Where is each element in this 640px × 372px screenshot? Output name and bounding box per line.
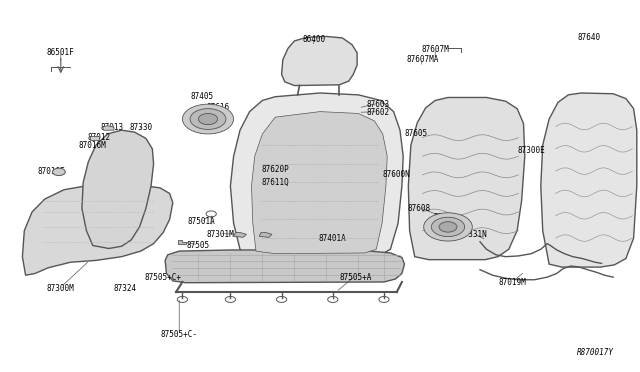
Circle shape [431,217,465,237]
Circle shape [190,109,226,129]
Text: 87331N: 87331N [460,230,488,239]
Text: 87603: 87603 [366,100,389,109]
Circle shape [182,104,234,134]
Text: 87505+C-: 87505+C- [161,330,198,339]
Text: 87505+C+: 87505+C+ [145,273,182,282]
Polygon shape [282,36,357,86]
Text: 86501F: 86501F [47,48,75,57]
Text: 86400: 86400 [302,35,325,44]
Text: 87640: 87640 [577,33,600,42]
Text: 87013: 87013 [100,123,124,132]
Text: 87012: 87012 [88,133,111,142]
Text: 87607MA: 87607MA [406,55,438,64]
Text: 87611Q: 87611Q [261,178,289,187]
Text: 87505: 87505 [187,241,210,250]
Text: 87607M: 87607M [421,45,449,54]
Text: 87300M: 87300M [47,284,75,293]
Text: 87330: 87330 [129,123,152,132]
Circle shape [52,168,65,176]
Polygon shape [22,185,173,275]
Text: 87605: 87605 [404,129,428,138]
Text: 87016M: 87016M [79,141,107,150]
Text: 87010E: 87010E [37,167,65,176]
Polygon shape [178,240,186,244]
Polygon shape [259,232,272,237]
Text: 87019M: 87019M [498,278,526,287]
Polygon shape [408,97,525,260]
Text: 87501A: 87501A [188,217,216,226]
Text: R870017Y: R870017Y [577,348,614,357]
Polygon shape [82,130,154,248]
Polygon shape [234,232,246,237]
Text: 87602: 87602 [366,108,389,117]
Text: 87608: 87608 [408,204,431,213]
Polygon shape [541,93,637,267]
Polygon shape [165,250,404,283]
Polygon shape [90,136,99,140]
Text: 87405: 87405 [190,92,213,101]
Text: 87505+A: 87505+A [339,273,371,282]
Text: 87455: 87455 [433,213,456,222]
Circle shape [439,222,457,232]
Text: 87401A: 87401A [319,234,347,243]
Text: 87301M: 87301M [207,230,235,239]
Text: 87324: 87324 [113,284,136,293]
Circle shape [424,213,472,241]
Polygon shape [230,93,403,259]
Text: 87620P: 87620P [261,165,289,174]
Text: 87616: 87616 [206,103,229,112]
Circle shape [198,113,218,125]
Polygon shape [102,126,114,130]
Text: 87600N: 87600N [383,170,411,179]
Text: 87300E: 87300E [517,146,545,155]
Polygon shape [252,112,387,254]
